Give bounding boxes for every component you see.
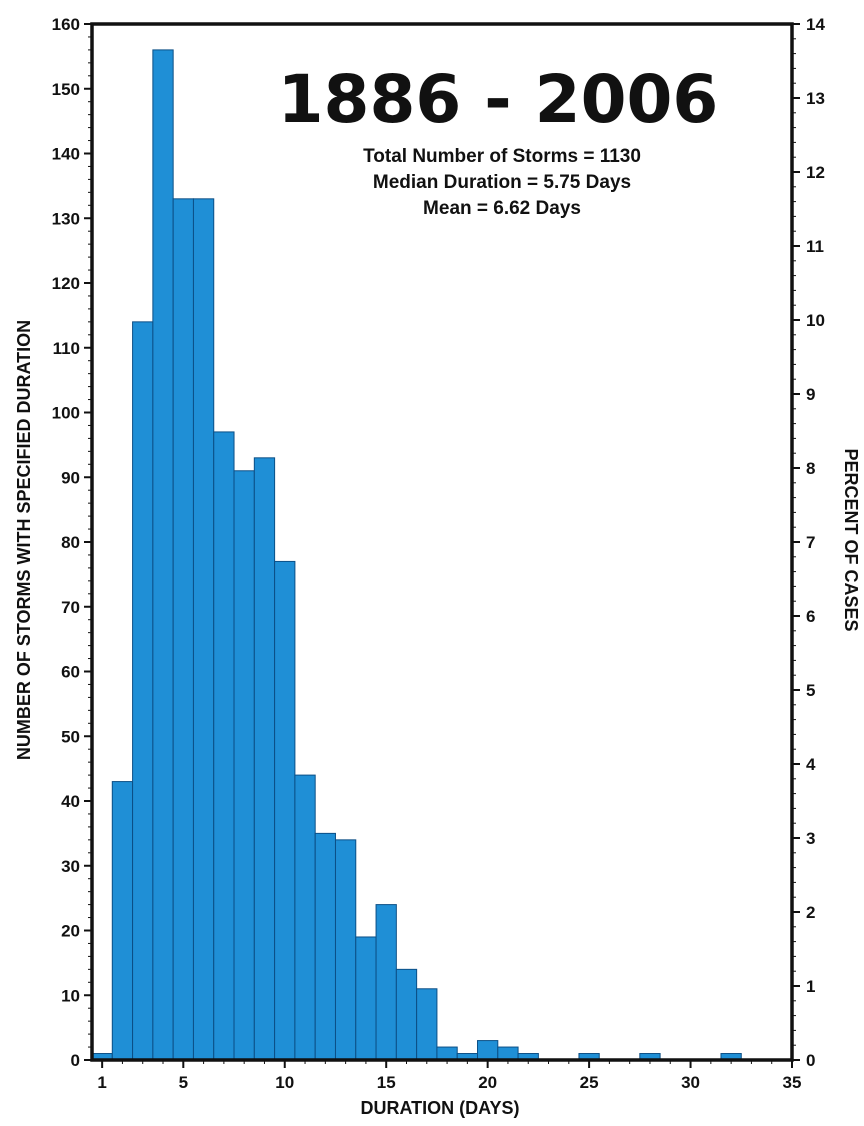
y-right-tick-label: 11 <box>806 237 824 256</box>
histogram-bar <box>253 457 276 1061</box>
histogram-bar <box>395 968 418 1061</box>
histogram-bar <box>294 774 316 1061</box>
y-right-tick-label: 0 <box>806 1051 815 1070</box>
histogram-bar <box>416 988 438 1061</box>
x-tick-label: 15 <box>377 1073 396 1092</box>
x-tick-label: 25 <box>580 1073 599 1092</box>
histogram-bar <box>375 904 397 1061</box>
y-tick-label: 50 <box>61 727 80 746</box>
y-tick-label: 150 <box>52 80 80 99</box>
annotation-mean: Mean = 6.62 Days <box>423 198 581 219</box>
x-tick-label: 1 <box>97 1073 106 1092</box>
y-tick-label: 70 <box>61 598 80 617</box>
annotation-total-storms: Total Number of Storms = 1130 <box>363 146 641 167</box>
histogram-bar <box>111 781 134 1061</box>
histogram-bar <box>314 832 336 1061</box>
histogram-bar <box>497 1046 519 1061</box>
y-tick-label: 100 <box>52 404 80 423</box>
y-right-tick-label: 7 <box>806 533 815 552</box>
histogram-bar <box>233 470 255 1061</box>
y-right-tick-label: 8 <box>806 459 815 478</box>
y-tick-label: 130 <box>52 209 80 228</box>
histogram-bar <box>436 1046 458 1061</box>
y-tick-label: 30 <box>61 857 80 876</box>
y-tick-label: 0 <box>71 1051 80 1070</box>
y-right-tick-label: 12 <box>806 163 825 182</box>
x-tick-label: 5 <box>179 1073 188 1092</box>
y-right-tick-label: 10 <box>806 311 825 330</box>
y-right-tick-label: 14 <box>806 15 825 34</box>
histogram-bar <box>274 560 296 1061</box>
histogram-bar <box>355 936 377 1061</box>
x-axis: 1 5 10 15 20 25 30 35 <box>97 1060 801 1092</box>
y-tick-label: 140 <box>52 145 80 164</box>
y-tick-label: 40 <box>61 792 80 811</box>
y-axis-title: NUMBER OF STORMS WITH SPECIFIED DURATION <box>14 320 34 760</box>
x-tick-label: 20 <box>478 1073 497 1092</box>
y-tick-label: 60 <box>61 663 80 682</box>
left-axis: 0 10 20 30 40 50 60 70 80 90 100 110 120 130 140 150 160 <box>52 15 92 1070</box>
histogram-bar <box>192 198 215 1061</box>
y-tick-label: 160 <box>52 15 80 34</box>
y-right-tick-label: 5 <box>806 681 815 700</box>
y-right-tick-label: 13 <box>806 89 825 108</box>
y-tick-label: 10 <box>61 986 80 1005</box>
annotation-median-duration: Median Duration = 5.75 Days <box>373 172 631 193</box>
y-right-tick-label: 9 <box>806 385 815 404</box>
chart-title: 1886 - 2006 <box>278 61 719 138</box>
y-right-tick-label: 3 <box>806 829 815 848</box>
y-tick-label: 90 <box>61 468 80 487</box>
y-right-tick-label: 6 <box>806 607 815 626</box>
histogram-bar <box>132 321 154 1061</box>
y-tick-label: 80 <box>61 533 80 552</box>
histogram-bar <box>334 839 357 1061</box>
y-tick-label: 120 <box>52 274 80 293</box>
bars-group <box>91 49 742 1061</box>
y-tick-label: 110 <box>53 339 80 358</box>
y-tick-label: 20 <box>61 922 80 941</box>
histogram-bar <box>477 1040 499 1061</box>
y-right-tick-label: 2 <box>806 903 815 922</box>
histogram-bar <box>213 431 235 1061</box>
y-right-axis-title: PERCENT OF CASES <box>841 448 861 631</box>
x-axis-title: DURATION (DAYS) <box>360 1098 519 1118</box>
y-right-tick-label: 1 <box>806 977 815 996</box>
x-tick-label: 35 <box>783 1073 802 1092</box>
y-right-tick-label: 4 <box>806 755 816 774</box>
histogram-bar <box>172 198 194 1061</box>
x-tick-label: 30 <box>681 1073 700 1092</box>
x-tick-label: 10 <box>275 1073 294 1092</box>
histogram-bar <box>152 49 174 1061</box>
